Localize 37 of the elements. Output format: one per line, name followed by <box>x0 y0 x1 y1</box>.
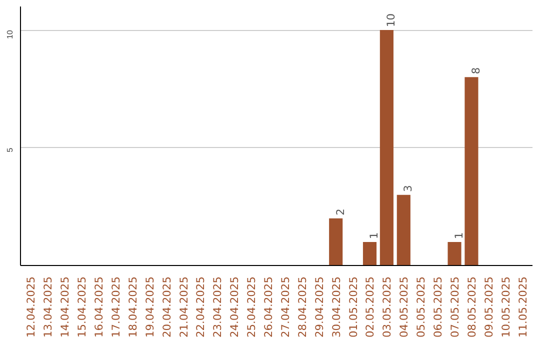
x-tick-label: 12.04.2025 <box>24 276 38 338</box>
x-tick-label: 04.05.2025 <box>398 276 411 338</box>
x-tick-label: 14.04.2025 <box>58 276 72 338</box>
x-tick-label: 30.04.2025 <box>330 276 343 338</box>
x-tick-label: 19.04.2025 <box>143 276 156 338</box>
x-tick-label: 24.04.2025 <box>228 276 242 338</box>
x-tick-label: 08.05.2025 <box>465 276 478 338</box>
x-tick-label: 29.04.2025 <box>312 276 326 338</box>
data-label: 1 <box>452 232 466 239</box>
x-tick-label: 27.04.2025 <box>278 276 292 338</box>
data-label: 2 <box>334 208 347 216</box>
x-tick-label: 23.04.2025 <box>211 276 224 338</box>
x-tick-label: 25.04.2025 <box>245 276 258 338</box>
x-tick-label: 20.04.2025 <box>160 276 174 338</box>
data-label: 10 <box>384 13 398 28</box>
x-tick-label: 28.04.2025 <box>296 276 309 338</box>
y-tick-label: 5 <box>6 147 14 152</box>
x-tick-label: 10.05.2025 <box>499 276 512 338</box>
data-label: 8 <box>469 67 482 74</box>
x-tick-label: 26.04.2025 <box>262 276 276 338</box>
x-tick-label: 03.05.2025 <box>380 276 394 338</box>
x-tick-label: 21.04.2025 <box>177 276 190 338</box>
x-tick-label: 17.04.2025 <box>109 276 122 338</box>
x-tick-label: 01.05.2025 <box>346 276 360 338</box>
x-tick-label: 13.04.2025 <box>42 276 55 338</box>
x-tick-label: 06.05.2025 <box>432 276 445 338</box>
x-tick-label: 22.04.2025 <box>194 276 208 338</box>
x-tick-label: 18.04.2025 <box>126 276 140 338</box>
x-tick-label: 15.04.2025 <box>76 276 89 338</box>
x-tick-label: 05.05.2025 <box>414 276 428 338</box>
data-label: 3 <box>402 185 415 192</box>
x-tick-label: 16.04.2025 <box>92 276 106 338</box>
data-label: 1 <box>368 232 381 239</box>
x-tick-label: 07.05.2025 <box>448 276 462 338</box>
x-tick-label: 11.05.2025 <box>516 276 530 338</box>
x-tick-label: 09.05.2025 <box>482 276 496 338</box>
x-tick-label: 02.05.2025 <box>364 276 377 338</box>
